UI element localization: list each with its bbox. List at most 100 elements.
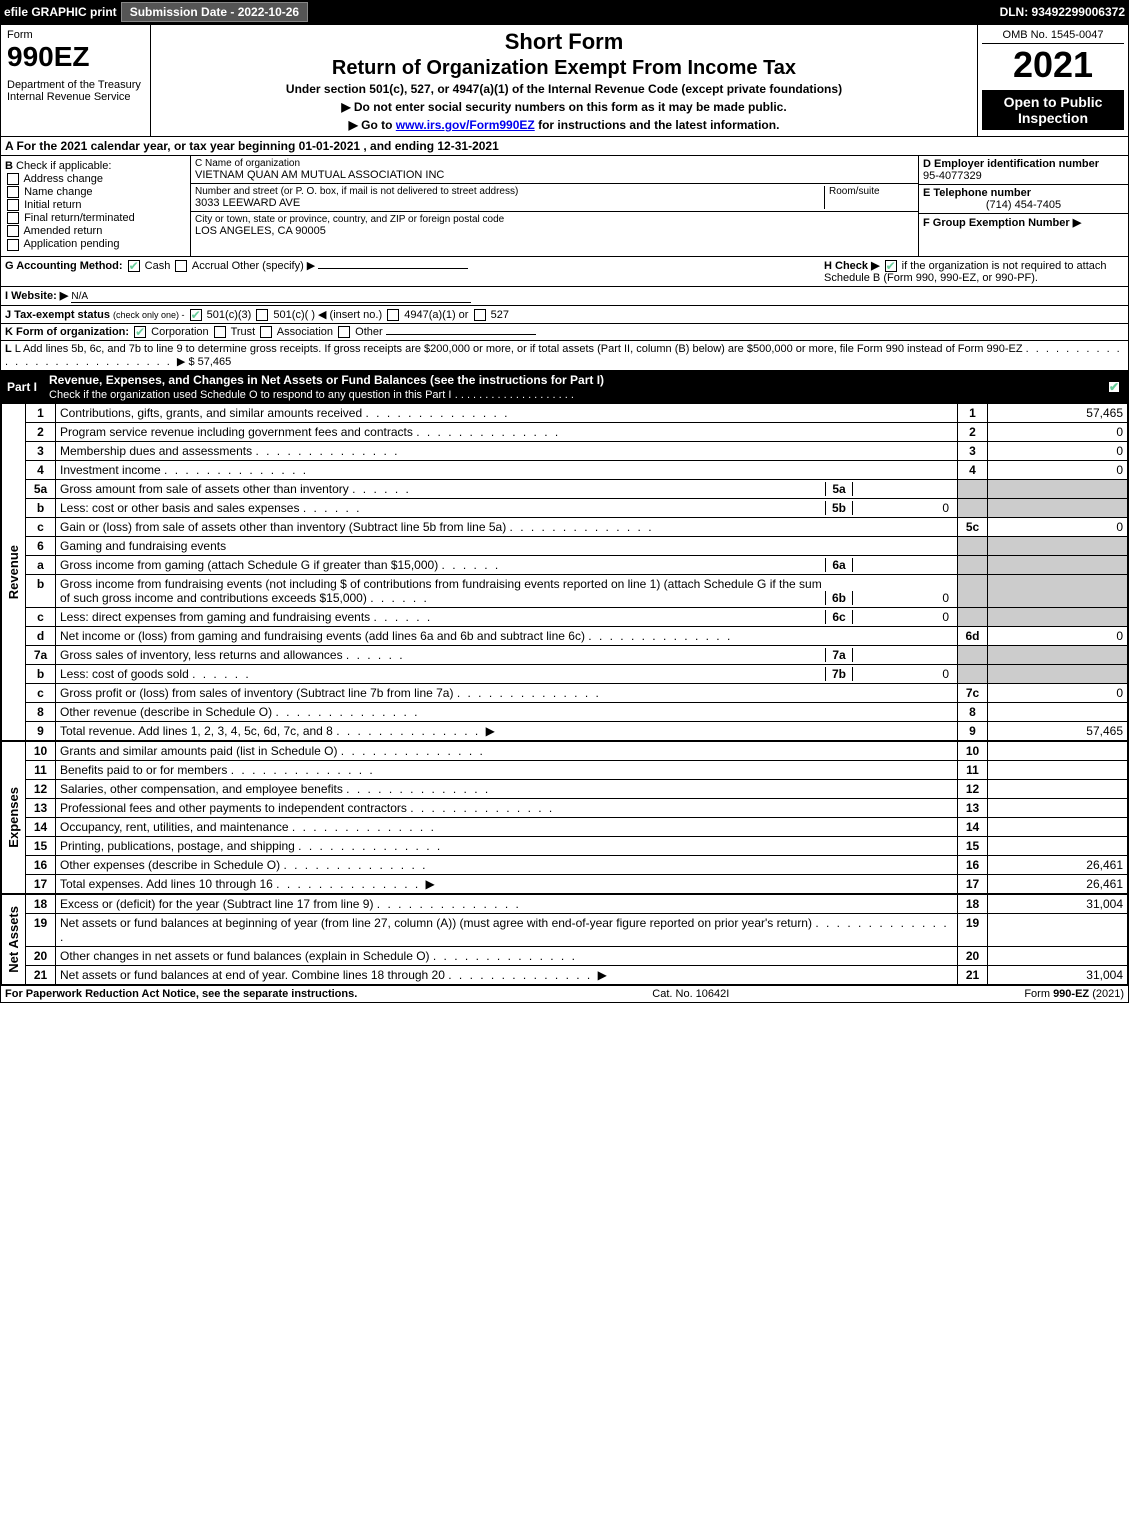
line-text: Total revenue. Add lines 1, 2, 3, 4, 5c,…	[56, 721, 958, 740]
chk-4947[interactable]	[387, 309, 399, 321]
chk-association[interactable]	[260, 326, 272, 338]
tel-value: (714) 454-7405	[923, 199, 1124, 211]
line-text: Gross amount from sale of assets other t…	[56, 479, 958, 498]
chk-501c3[interactable]	[190, 309, 202, 321]
chk-corporation[interactable]	[134, 326, 146, 338]
line-value	[988, 798, 1128, 817]
line-value	[988, 779, 1128, 798]
table-row: 12Salaries, other compensation, and empl…	[2, 779, 1128, 798]
line-number: c	[26, 607, 56, 626]
line-number: 1	[26, 403, 56, 422]
right-line-number: 5c	[958, 517, 988, 536]
line-value: 26,461	[988, 855, 1128, 874]
chk-schedule-o[interactable]	[1108, 381, 1120, 393]
dept-label: Department of the Treasury Internal Reve…	[7, 79, 144, 103]
table-row: 16Other expenses (describe in Schedule O…	[2, 855, 1128, 874]
j-label: J Tax-exempt status	[5, 309, 110, 321]
chk-initial-return[interactable]: Initial return	[5, 199, 186, 211]
expenses-table: Expenses10Grants and similar amounts pai…	[1, 741, 1128, 894]
line-value: 0	[988, 683, 1128, 702]
chk-final-return[interactable]: Final return/terminated	[5, 212, 186, 224]
chk-amended-return[interactable]: Amended return	[5, 225, 186, 237]
line-value: 0	[988, 422, 1128, 441]
chk-527[interactable]	[474, 309, 486, 321]
line-text: Occupancy, rent, utilities, and maintena…	[56, 817, 958, 836]
top-bar: efile GRAPHIC print Submission Date - 20…	[0, 0, 1129, 24]
right-line-number: 11	[958, 760, 988, 779]
chk-accrual[interactable]	[175, 260, 187, 272]
line-number: 11	[26, 760, 56, 779]
right-line-number: 6d	[958, 626, 988, 645]
line-text: Excess or (deficit) for the year (Subtra…	[56, 894, 958, 913]
table-row: bLess: cost of goods sold . . . . . . 7b…	[2, 664, 1128, 683]
chk-application-pending[interactable]: Application pending	[5, 238, 186, 250]
line-value	[988, 836, 1128, 855]
submission-date-button[interactable]: Submission Date - 2022-10-26	[121, 2, 308, 22]
line-value: 26,461	[988, 874, 1128, 893]
part-1-title: Revenue, Expenses, and Changes in Net As…	[49, 373, 604, 387]
line-number: 13	[26, 798, 56, 817]
dln-label: DLN: 93492299006372	[1000, 5, 1125, 19]
room-label: Room/suite	[829, 186, 914, 197]
efile-label: efile GRAPHIC print	[4, 5, 117, 19]
line-text: Gaming and fundraising events	[56, 536, 958, 555]
irs-link[interactable]: www.irs.gov/Form990EZ	[396, 118, 535, 132]
table-row: 5aGross amount from sale of assets other…	[2, 479, 1128, 498]
right-line-number: 15	[958, 836, 988, 855]
part-1-sub: Check if the organization used Schedule …	[49, 389, 451, 401]
right-line-number: 8	[958, 702, 988, 721]
line-l: L L Add lines 5b, 6c, and 7b to line 9 t…	[1, 340, 1128, 370]
chk-other-org[interactable]	[338, 326, 350, 338]
addr-label: Number and street (or P. O. box, if mail…	[195, 186, 824, 197]
line-number: 18	[26, 894, 56, 913]
table-row: 19Net assets or fund balances at beginni…	[2, 913, 1128, 946]
line-text: Gross income from gaming (attach Schedul…	[56, 555, 958, 574]
line-number: 8	[26, 702, 56, 721]
right-line-number	[958, 479, 988, 498]
line-number: b	[26, 498, 56, 517]
j-hint: (check only one) -	[113, 310, 185, 320]
chk-501c[interactable]	[256, 309, 268, 321]
form-frame: Form 990EZ Department of the Treasury In…	[0, 24, 1129, 1003]
chk-trust[interactable]	[214, 326, 226, 338]
line-number: 2	[26, 422, 56, 441]
line-number: b	[26, 664, 56, 683]
line-value	[988, 913, 1128, 946]
street-address: 3033 LEEWARD AVE	[195, 197, 824, 209]
chk-address-change[interactable]: Address change	[5, 173, 186, 185]
line-i: I Website: ▶ N/A	[1, 286, 1128, 305]
line-text: Total expenses. Add lines 10 through 16 …	[56, 874, 958, 893]
h-label: H Check ▶	[824, 260, 880, 272]
right-line-number: 12	[958, 779, 988, 798]
table-row: 9Total revenue. Add lines 1, 2, 3, 4, 5c…	[2, 721, 1128, 740]
line-text: Gross income from fundraising events (no…	[56, 574, 958, 607]
line-value: 0	[988, 441, 1128, 460]
line-number: b	[26, 574, 56, 607]
line-text: Printing, publications, postage, and shi…	[56, 836, 958, 855]
table-row: bLess: cost or other basis and sales exp…	[2, 498, 1128, 517]
revenue-table: Revenue1Contributions, gifts, grants, an…	[1, 403, 1128, 741]
line-value	[988, 741, 1128, 760]
section-side-label: Revenue	[2, 403, 26, 740]
line-text: Program service revenue including govern…	[56, 422, 958, 441]
l-value: ▶ $ 57,465	[177, 356, 231, 368]
chk-h[interactable]	[885, 260, 897, 272]
city-state-zip: LOS ANGELES, CA 90005	[195, 225, 914, 237]
l-text: L Add lines 5b, 6c, and 7b to line 9 to …	[15, 343, 1023, 355]
line-text: Grants and similar amounts paid (list in…	[56, 741, 958, 760]
chk-cash[interactable]	[128, 260, 140, 272]
k-label: K Form of organization:	[5, 326, 129, 338]
line-text: Net income or (loss) from gaming and fun…	[56, 626, 958, 645]
chk-name-change[interactable]: Name change	[5, 186, 186, 198]
table-row: 21Net assets or fund balances at end of …	[2, 965, 1128, 984]
line-number: 16	[26, 855, 56, 874]
footer-mid: Cat. No. 10642I	[652, 988, 729, 1000]
line-value	[988, 702, 1128, 721]
right-line-number	[958, 498, 988, 517]
ein-label: D Employer identification number	[923, 158, 1124, 170]
line-value	[988, 536, 1128, 555]
inst2-post: for instructions and the latest informat…	[535, 118, 780, 132]
table-row: cGain or (loss) from sale of assets othe…	[2, 517, 1128, 536]
table-row: Revenue1Contributions, gifts, grants, an…	[2, 403, 1128, 422]
table-row: 20Other changes in net assets or fund ba…	[2, 946, 1128, 965]
